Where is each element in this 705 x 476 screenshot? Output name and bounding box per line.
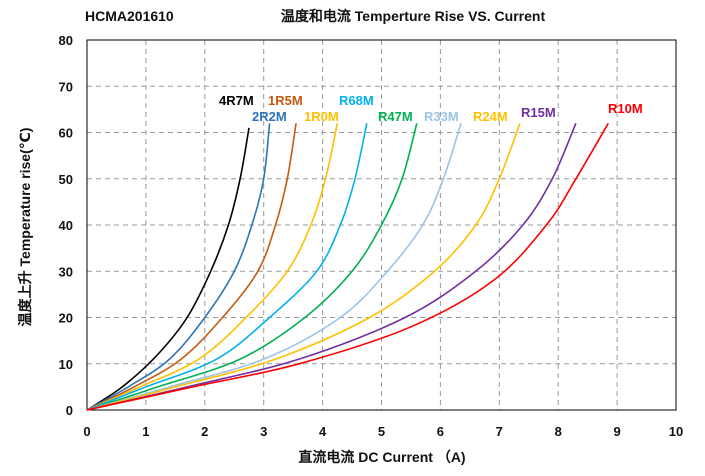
series-line-4r7m (86, 127, 250, 411)
part-number: HCMA201610 (85, 8, 174, 24)
tick-labels: 0 1 2 3 4 5 6 7 8 9 10 0 10 20 30 40 50 60 70 80 (59, 33, 684, 439)
series-label-2r2m: 2R2M (252, 109, 287, 124)
x-tick-label: 0 (83, 424, 90, 439)
series-label-1r0m: 1R0M (304, 109, 339, 124)
series-label-r10m: R10M (608, 101, 643, 116)
x-axis-label: 直流电流 DC Current （A) (298, 449, 465, 465)
x-tick-label: 5 (378, 424, 385, 439)
series-label-r47m: R47M (378, 109, 413, 124)
series-line-r15m (86, 122, 577, 411)
series-label-r15m: R15M (521, 105, 556, 120)
x-tick-label: 1 (142, 424, 149, 439)
x-tick-label: 2 (201, 424, 208, 439)
x-tick-label: 9 (613, 424, 620, 439)
series-line-r68m (86, 123, 368, 411)
x-tick-label: 8 (555, 424, 562, 439)
y-tick-label: 30 (59, 264, 73, 279)
series-label-1r5m: 1R5M (268, 93, 303, 108)
plot-frame (86, 39, 677, 411)
y-tick-label: 60 (59, 126, 73, 141)
y-tick-label: 40 (59, 218, 73, 233)
series-label-r68m: R68M (339, 93, 374, 108)
x-tick-label: 6 (437, 424, 444, 439)
y-tick-label: 80 (59, 33, 73, 48)
series-line-r24m (86, 123, 521, 411)
y-tick-label: 10 (59, 357, 73, 372)
series-line-r33m (86, 123, 462, 411)
series-line-r10m (86, 122, 609, 411)
series-line-r47m (86, 123, 418, 411)
y-tick-label: 70 (59, 79, 73, 94)
grid (87, 40, 676, 410)
y-tick-label: 20 (59, 311, 73, 326)
y-axis-label: 温度上升 Temperature rise(℃) (17, 128, 33, 327)
x-tick-label: 3 (260, 424, 267, 439)
series-lines (86, 122, 609, 411)
x-tick-label: 4 (319, 424, 327, 439)
series-line-1r0m (86, 123, 339, 411)
series-label-4r7m: 4R7M (219, 93, 254, 108)
series-label-r33m: R33M (424, 109, 459, 124)
y-tick-label: 0 (66, 403, 73, 418)
series-line-2r2m (86, 123, 271, 411)
y-tick-label: 50 (59, 172, 73, 187)
series-label-r24m: R24M (473, 109, 508, 124)
x-tick-label: 7 (496, 424, 503, 439)
x-tick-label: 10 (669, 424, 683, 439)
chart-title: 温度和电流 Temperture Rise VS. Current (281, 8, 546, 24)
series-line-1r5m (86, 123, 297, 411)
